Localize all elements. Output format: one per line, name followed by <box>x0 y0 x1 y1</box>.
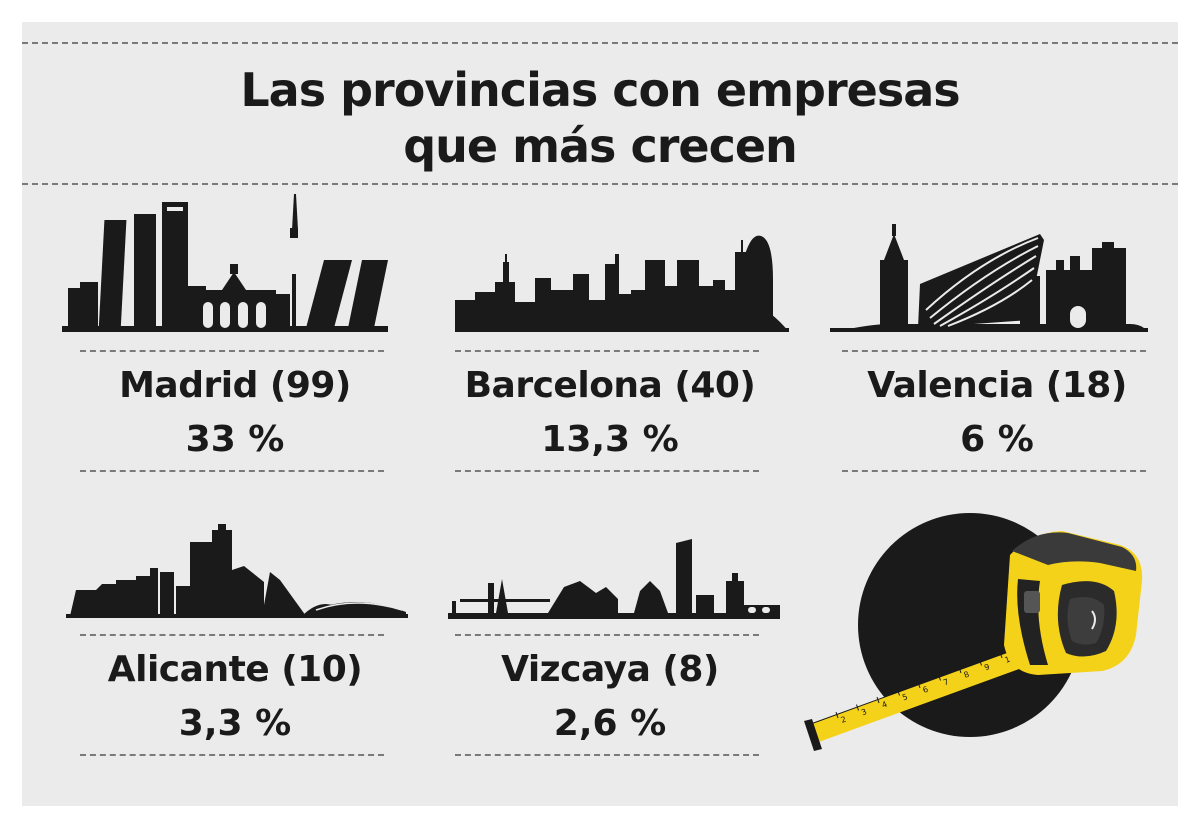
vizcaya-percent: 2,6 % <box>553 703 667 744</box>
alicante-percent: 3,3 % <box>178 703 292 744</box>
vizcaya-skyline <box>448 539 780 619</box>
tape-tick-label: 8 <box>963 670 971 680</box>
tape-measure-icon: 2345678910 <box>804 513 1143 751</box>
tape-tick-mark <box>958 666 962 674</box>
tape-tick-mark <box>897 689 900 696</box>
tape-tick-mark <box>938 674 941 681</box>
vizcaya-top-divider <box>455 634 759 636</box>
title-bottom-divider <box>22 183 1178 185</box>
madrid-percent: 33 % <box>185 419 285 460</box>
alicante-bottom-divider <box>80 754 384 756</box>
madrid-skyline <box>62 194 388 332</box>
title-top-divider <box>22 42 1178 44</box>
valencia-bottom-divider <box>842 470 1146 472</box>
tape-tick-mark <box>876 696 880 704</box>
tape-tick-label: 5 <box>901 692 909 702</box>
vizcaya-label: Vizcaya (8) <box>501 649 719 690</box>
tape-tick-mark <box>835 711 839 719</box>
barcelona-skyline <box>455 235 789 332</box>
tape-tick-label: 2 <box>840 715 848 725</box>
barcelona-top-divider <box>455 350 759 352</box>
alicante-top-divider <box>80 634 384 636</box>
valencia-skyline <box>830 224 1148 332</box>
title-line-2: que más crecen <box>403 119 798 173</box>
tape-tick-label: 6 <box>922 685 930 695</box>
title-line-1: Las provincias con empresas <box>240 63 960 117</box>
tape-tick-mark <box>999 651 1003 659</box>
barcelona-bottom-divider <box>455 470 759 472</box>
tape-tick-mark <box>979 659 982 666</box>
barcelona-label: Barcelona (40) <box>464 365 756 406</box>
madrid-top-divider <box>80 350 384 352</box>
tape-tick-label: 9 <box>983 662 991 672</box>
alicante-skyline <box>66 524 408 618</box>
valencia-percent: 6 % <box>960 419 1034 460</box>
tape-tick-label: 4 <box>881 700 889 710</box>
madrid-bottom-divider <box>80 470 384 472</box>
tape-tick-mark <box>856 704 859 711</box>
tape-tick-mark <box>917 681 921 689</box>
valencia-label: Valencia (18) <box>867 365 1127 406</box>
vizcaya-bottom-divider <box>455 754 759 756</box>
madrid-label: Madrid (99) <box>119 365 351 406</box>
tape-tick-label: 7 <box>942 677 950 687</box>
alicante-label: Alicante (10) <box>107 649 363 690</box>
valencia-top-divider <box>842 350 1146 352</box>
barcelona-percent: 13,3 % <box>541 419 679 460</box>
tape-tick-label: 3 <box>860 707 868 717</box>
